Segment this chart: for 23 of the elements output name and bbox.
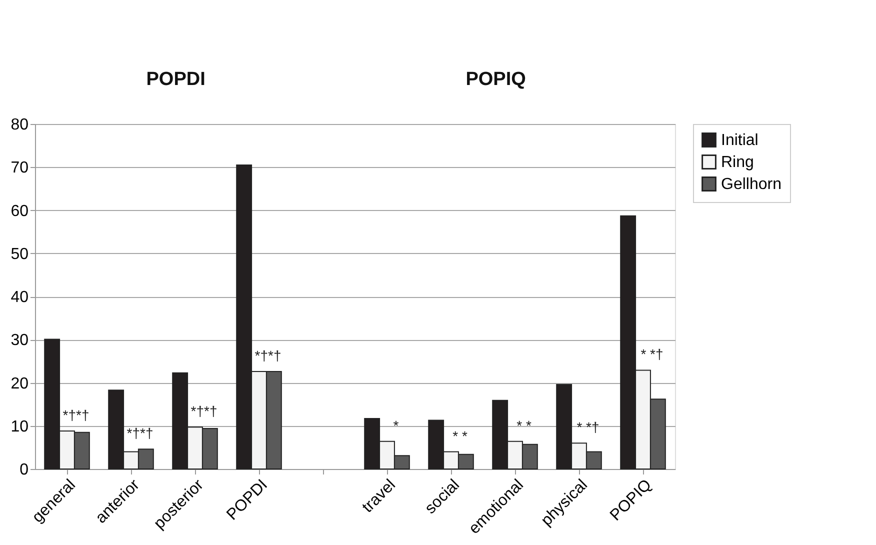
annotation: *†*† — [62, 407, 90, 424]
y-tick-label: 50 — [10, 246, 29, 263]
annotation: * *† — [576, 419, 600, 436]
y-tick-label: 20 — [10, 375, 29, 392]
annotation: * * — [516, 417, 532, 434]
y-tick-label: 0 — [20, 462, 29, 478]
legend-label: Gellhorn — [721, 176, 782, 193]
y-tick-label: 40 — [10, 289, 29, 306]
legend-label: Initial — [721, 132, 758, 149]
y-tick-label: 80 — [10, 116, 29, 134]
y-tick-label: 70 — [10, 160, 29, 177]
y-tick-label: 10 — [10, 418, 29, 436]
text: POPDI — [146, 69, 206, 90]
annotation: *†*† — [254, 348, 282, 364]
annotation: *†*† — [190, 403, 218, 420]
annotation: * — [393, 417, 400, 434]
annotation: * * — [452, 428, 468, 444]
y-tick-label: 30 — [10, 332, 29, 350]
text: POPIQ — [466, 69, 526, 90]
annotation: *†*† — [126, 425, 154, 442]
y-tick-label: 60 — [10, 202, 29, 220]
annotation: * *† — [640, 346, 664, 362]
legend-label: Ring — [721, 154, 754, 171]
